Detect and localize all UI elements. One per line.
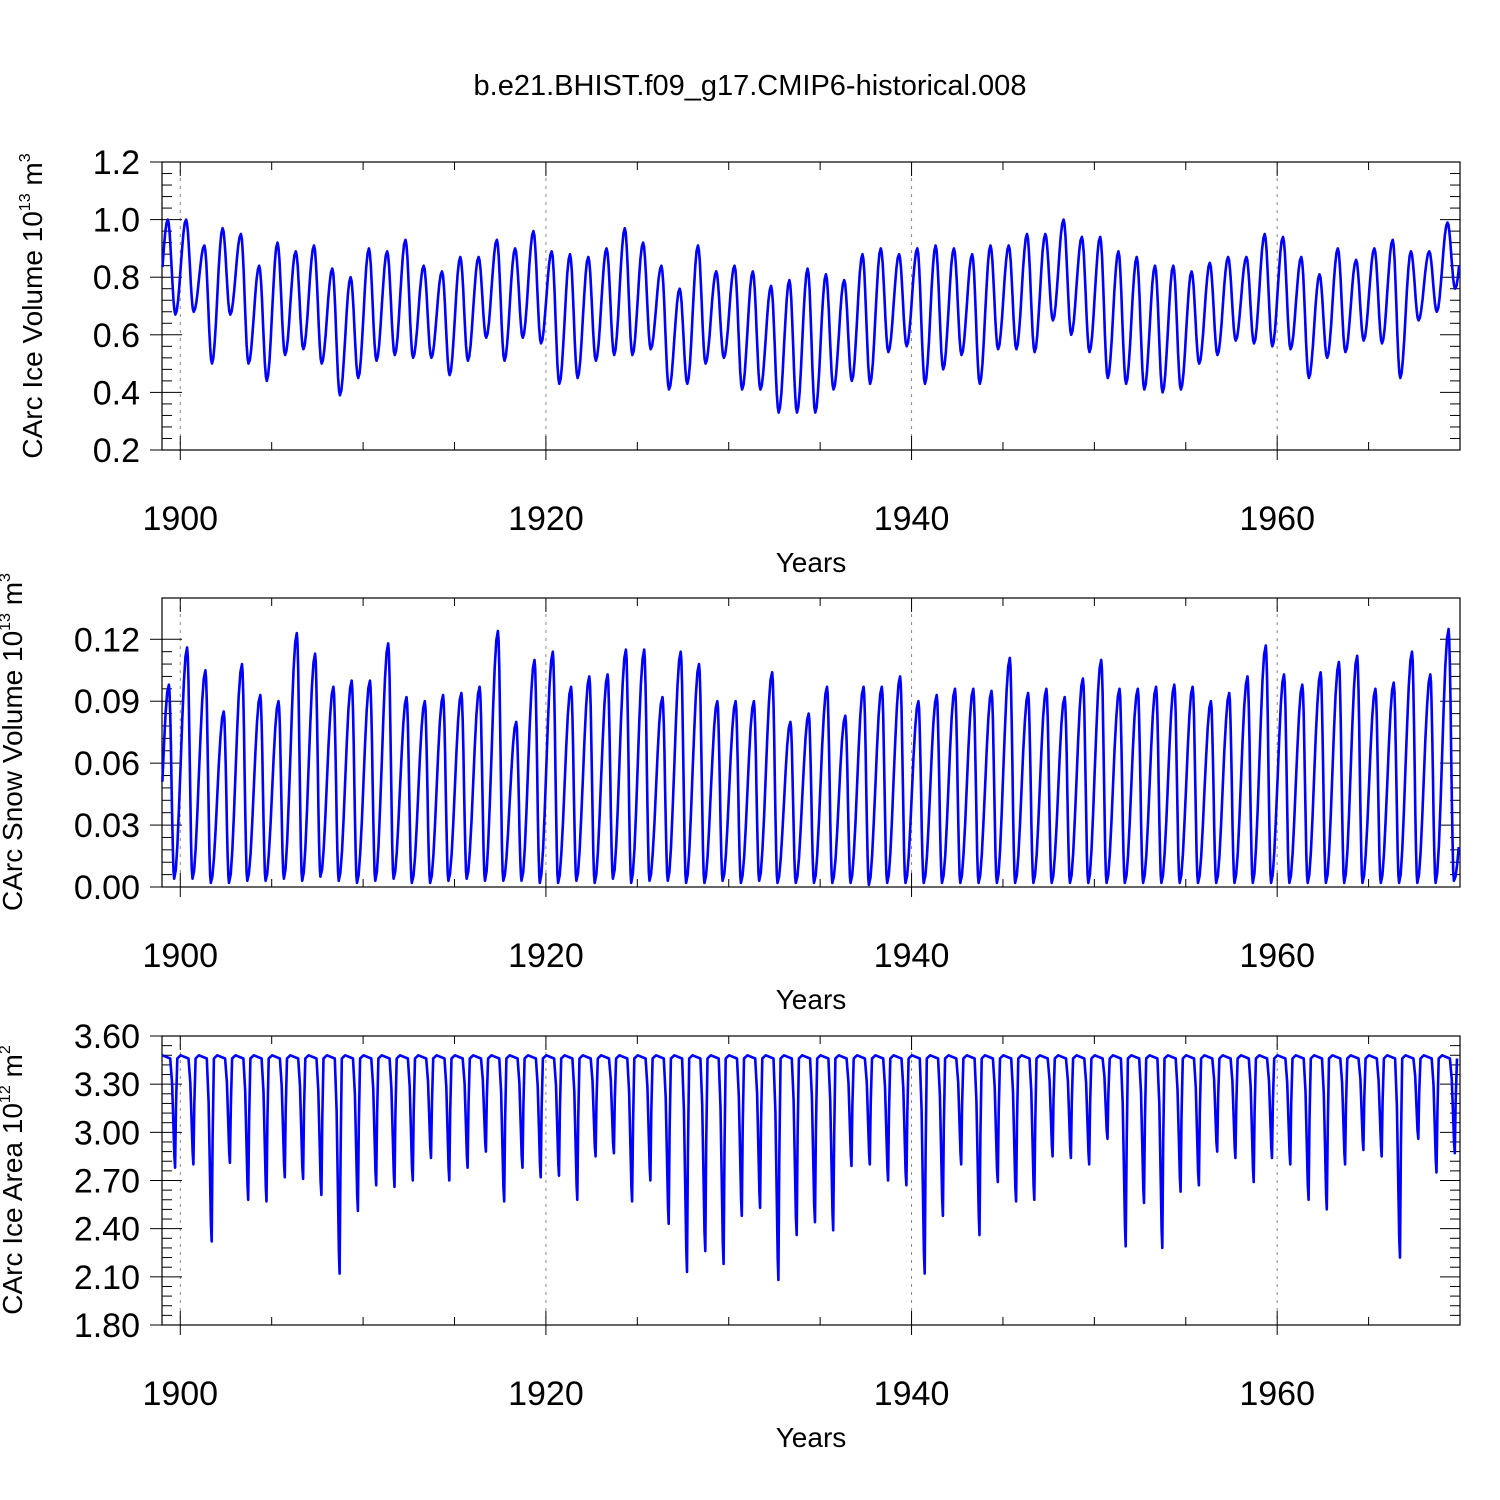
panel-3: 1900 1920 1940 1960 1.80 2.10 2.40 2.70 3.00 3.30… [0, 1018, 1461, 1453]
plot-frame [161, 597, 1461, 888]
panel-2: 1900 1920 1940 1960 0.00 0.03 0.06 0.09 0.12 Year… [0, 573, 1461, 1015]
y-tick-label: 0.2 [93, 432, 140, 470]
y-tick-label: 0.12 [74, 621, 140, 659]
y-label-unit-exponent: 2 [0, 1045, 14, 1054]
y-tick-label: 3.00 [74, 1114, 140, 1152]
y-tick-label: 0.03 [74, 807, 140, 845]
y-label-text: CArc Ice Area 10 [0, 1103, 28, 1315]
y-tick-label: 2.10 [74, 1259, 140, 1297]
y-tick-label: 0.4 [93, 374, 140, 412]
x-tick-label: 1940 [874, 937, 950, 975]
series-line [161, 627, 1461, 887]
y-axis-label: CArc Ice Volume 1013 m3 [17, 153, 48, 458]
y-tick-label: 0.06 [74, 745, 140, 783]
y-tick-label: 3.60 [74, 1018, 140, 1056]
y-tick-label: 0.6 [93, 317, 140, 355]
y-label-unit: m [0, 1054, 28, 1085]
y-tick-label: 0.09 [74, 683, 140, 721]
x-axis-label: Years [776, 1422, 847, 1453]
x-tick-label: 1960 [1239, 937, 1315, 975]
series-line [161, 218, 1461, 414]
x-tick-label: 1960 [1239, 1375, 1315, 1413]
x-tick-label: 1920 [508, 937, 584, 975]
y-tick-label: 1.2 [93, 144, 140, 182]
y-tick-label: 1.0 [93, 202, 140, 240]
x-tick-label: 1940 [874, 1375, 950, 1413]
y-label-exponent: 13 [17, 193, 34, 211]
x-tick-label: 1900 [142, 937, 218, 975]
y-label-unit: m [17, 162, 48, 193]
y-tick-label: 2.40 [74, 1211, 140, 1249]
series-line [161, 1054, 1459, 1282]
y-label-exponent: 12 [0, 1085, 14, 1103]
y-axis-label: CArc Snow Volume 1013 m3 [0, 573, 28, 911]
y-axis-label: CArc Ice Area 1012 m2 [0, 1045, 28, 1315]
x-tick-label: 1920 [508, 1375, 584, 1413]
x-axis-label: Years [776, 547, 847, 578]
y-label-text: CArc Snow Volume 10 [0, 631, 28, 911]
x-axis-label: Years [776, 984, 847, 1015]
y-tick-label: 0.8 [93, 259, 140, 297]
x-tick-label: 1940 [874, 500, 950, 538]
y-tick-label: 0.00 [74, 869, 140, 907]
x-tick-label: 1960 [1239, 500, 1315, 538]
figure-title: b.e21.BHIST.f09_g17.CMIP6-historical.008 [473, 70, 1027, 102]
y-tick-label: 2.70 [74, 1163, 140, 1201]
y-label-unit: m [0, 582, 28, 613]
x-tick-label: 1900 [142, 1375, 218, 1413]
plot-frame [161, 161, 1461, 451]
y-label-exponent: 13 [0, 613, 14, 631]
y-label-text: CArc Ice Volume 10 [17, 211, 48, 458]
x-tick-label: 1920 [508, 500, 584, 538]
x-tick-label: 1900 [142, 500, 218, 538]
y-tick-label: 1.80 [74, 1307, 140, 1345]
y-label-unit-exponent: 3 [0, 573, 14, 582]
y-tick-label: 3.30 [74, 1066, 140, 1104]
panel-1: 1900 1920 1940 1960 0.2 0.4 0.6 0.8 1.0 1.2 Years C… [17, 144, 1461, 578]
y-label-unit-exponent: 3 [17, 153, 34, 162]
